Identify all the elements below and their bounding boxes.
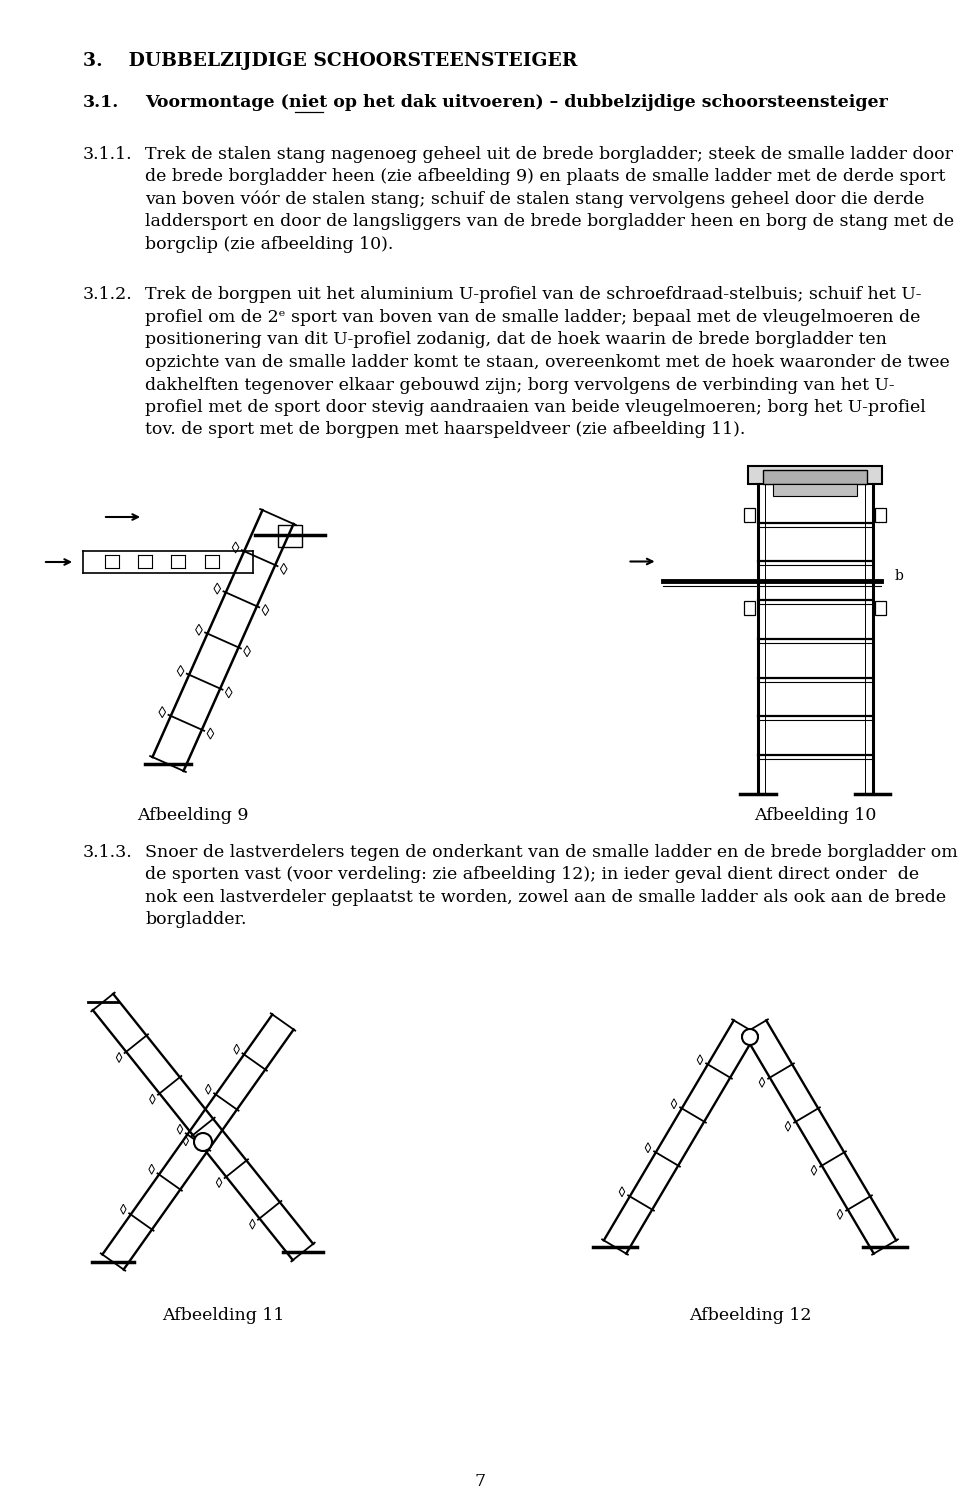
Text: Trek de stalen stang nagenoeg geheel uit de brede borgladder; steek de smalle la: Trek de stalen stang nagenoeg geheel uit… bbox=[145, 146, 953, 163]
Text: dakhelften tegenover elkaar gebouwd zijn; borg vervolgens de verbinding van het : dakhelften tegenover elkaar gebouwd zijn… bbox=[145, 377, 895, 394]
Text: laddersport en door de langsliggers van de brede borgladder heen en borg de stan: laddersport en door de langsliggers van … bbox=[145, 214, 954, 231]
Text: b: b bbox=[895, 569, 903, 584]
Text: Afbeelding 10: Afbeelding 10 bbox=[754, 807, 876, 823]
Text: 3.1.3.: 3.1.3. bbox=[83, 844, 132, 861]
Text: Afbeelding 9: Afbeelding 9 bbox=[137, 807, 249, 823]
Text: Voormontage (niet op het dak uitvoeren) – dubbelzijdige schoorsteensteiger: Voormontage (niet op het dak uitvoeren) … bbox=[145, 93, 888, 112]
Text: profiel om de 2ᵉ sport van boven van de smalle ladder; bepaal met de vleugelmoer: profiel om de 2ᵉ sport van boven van de … bbox=[145, 309, 921, 326]
Text: 3.1.: 3.1. bbox=[83, 93, 119, 112]
Text: Snoer de lastverdelers tegen de onderkant van de smalle ladder en de brede borgl: Snoer de lastverdelers tegen de onderkan… bbox=[145, 844, 958, 861]
Text: tov. de sport met de borgpen met haarspeldveer (zie afbeelding 11).: tov. de sport met de borgpen met haarspe… bbox=[145, 422, 745, 439]
Text: nok een lastverdeler geplaatst te worden, zowel aan de smalle ladder als ook aan: nok een lastverdeler geplaatst te worden… bbox=[145, 890, 947, 906]
Text: 3.1.1.: 3.1.1. bbox=[83, 146, 132, 163]
Text: Trek de borgpen uit het aluminium U-profiel van de schroefdraad-stelbuis; schuif: Trek de borgpen uit het aluminium U-prof… bbox=[145, 287, 922, 303]
Text: Afbeelding 12: Afbeelding 12 bbox=[688, 1307, 811, 1324]
Polygon shape bbox=[762, 470, 868, 484]
Circle shape bbox=[194, 1133, 212, 1151]
Text: 3.1.2.: 3.1.2. bbox=[83, 287, 132, 303]
Polygon shape bbox=[773, 484, 857, 496]
Text: de brede borgladder heen (zie afbeelding 9) en plaats de smalle ladder met de de: de brede borgladder heen (zie afbeelding… bbox=[145, 169, 946, 185]
Text: opzichte van de smalle ladder komt te staan, overeenkomt met de hoek waaronder d: opzichte van de smalle ladder komt te st… bbox=[145, 354, 949, 371]
Text: profiel met de sport door stevig aandraaien van beide vleugelmoeren; borg het U-: profiel met de sport door stevig aandraa… bbox=[145, 400, 925, 416]
Text: positionering van dit U-profiel zodanig, dat de hoek waarin de brede borgladder : positionering van dit U-profiel zodanig,… bbox=[145, 332, 887, 348]
Text: de sporten vast (voor verdeling: zie afbeelding 12); in ieder geval dient direct: de sporten vast (voor verdeling: zie afb… bbox=[145, 867, 919, 884]
Text: borgladder.: borgladder. bbox=[145, 911, 247, 929]
Text: van boven vóór de stalen stang; schuif de stalen stang vervolgens geheel door di: van boven vóór de stalen stang; schuif d… bbox=[145, 192, 924, 208]
Circle shape bbox=[742, 1028, 758, 1045]
Text: 7: 7 bbox=[474, 1473, 486, 1490]
Text: borgclip (zie afbeelding 10).: borgclip (zie afbeelding 10). bbox=[145, 235, 394, 253]
Text: 3.    DUBBELZIJDIGE SCHOORSTEENSTEIGER: 3. DUBBELZIJDIGE SCHOORSTEENSTEIGER bbox=[83, 51, 577, 69]
Polygon shape bbox=[748, 466, 882, 484]
Text: Afbeelding 11: Afbeelding 11 bbox=[162, 1307, 284, 1324]
